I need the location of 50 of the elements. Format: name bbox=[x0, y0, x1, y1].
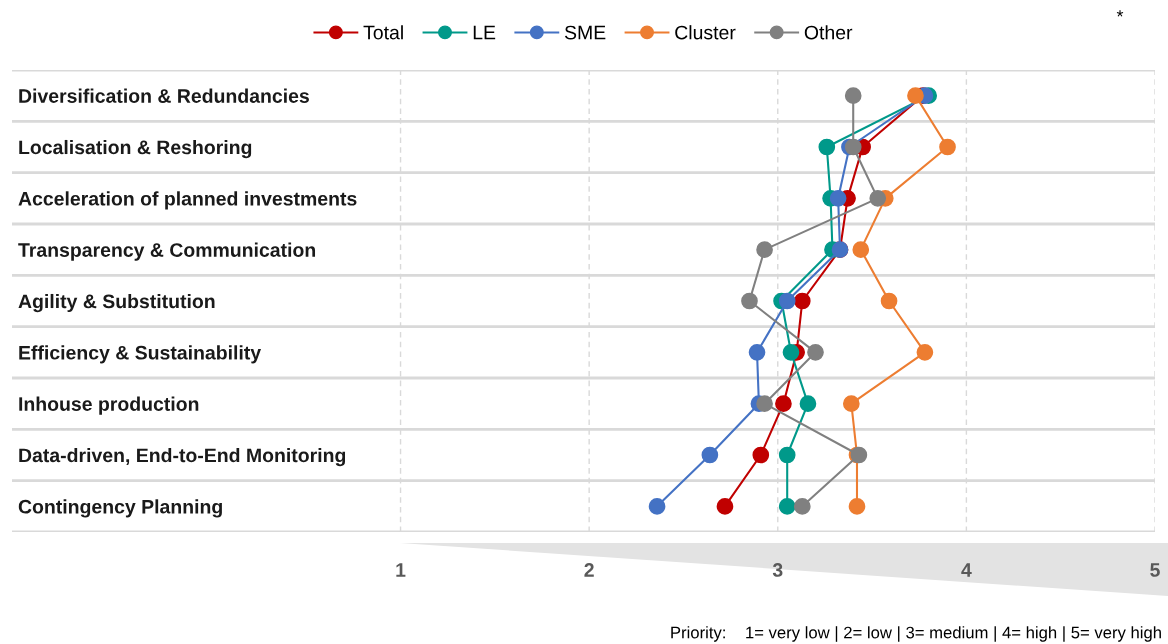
y-tick-label: Localisation & Reshoring bbox=[19, 139, 252, 159]
point bbox=[741, 292, 758, 310]
point bbox=[869, 189, 887, 207]
x-tick-label: 2 bbox=[584, 563, 594, 577]
point bbox=[848, 497, 866, 515]
point bbox=[752, 446, 770, 464]
text: * bbox=[1116, 10, 1124, 17]
x-tick-label: 4 bbox=[961, 563, 972, 577]
legend-label: LE bbox=[473, 25, 496, 40]
legend-label: Other bbox=[804, 25, 853, 40]
y-tick-label: Inhouse production bbox=[19, 396, 199, 415]
point bbox=[852, 241, 870, 259]
point bbox=[793, 497, 811, 515]
point bbox=[818, 138, 836, 156]
point bbox=[716, 497, 734, 515]
point bbox=[939, 138, 956, 156]
y-tick-label: Efficiency & Sustainability bbox=[19, 345, 262, 364]
point bbox=[907, 87, 924, 105]
point bbox=[778, 497, 796, 515]
legend-label: Total bbox=[363, 25, 403, 40]
point bbox=[648, 497, 666, 515]
legend-label: SME bbox=[564, 25, 606, 40]
point bbox=[799, 395, 817, 413]
point bbox=[793, 292, 811, 310]
point bbox=[842, 395, 860, 413]
point bbox=[701, 446, 719, 464]
y-tick-label: Diversification & Redundancies bbox=[19, 88, 309, 103]
point bbox=[778, 292, 796, 310]
point bbox=[844, 138, 862, 156]
y-tick-label: Transparency & Communication bbox=[18, 242, 316, 261]
y-tick-label: Contingency Planning bbox=[18, 499, 222, 518]
y-tick-label: Agility & Substitution bbox=[18, 293, 215, 313]
point bbox=[829, 189, 847, 207]
point bbox=[756, 395, 773, 413]
point bbox=[880, 292, 898, 310]
point bbox=[748, 343, 766, 361]
legend-label: Cluster bbox=[675, 25, 736, 40]
y-tick-label: Data-driven, End-to-End Monitoring bbox=[19, 447, 346, 467]
point bbox=[916, 343, 934, 361]
point bbox=[844, 87, 862, 105]
text: Priority: 1= very low | 2= low | 3= medium | 4= high | 5= very high bbox=[671, 626, 1161, 642]
point bbox=[756, 241, 773, 259]
point bbox=[775, 395, 792, 413]
point bbox=[807, 343, 824, 361]
x-tick-label: 5 bbox=[1150, 563, 1160, 577]
point bbox=[778, 446, 796, 464]
x-tick-label: 1 bbox=[396, 563, 406, 577]
y-tick-label: Acceleration of planned investments bbox=[18, 191, 357, 210]
x-tick-label: 3 bbox=[772, 563, 783, 577]
point bbox=[782, 343, 800, 361]
